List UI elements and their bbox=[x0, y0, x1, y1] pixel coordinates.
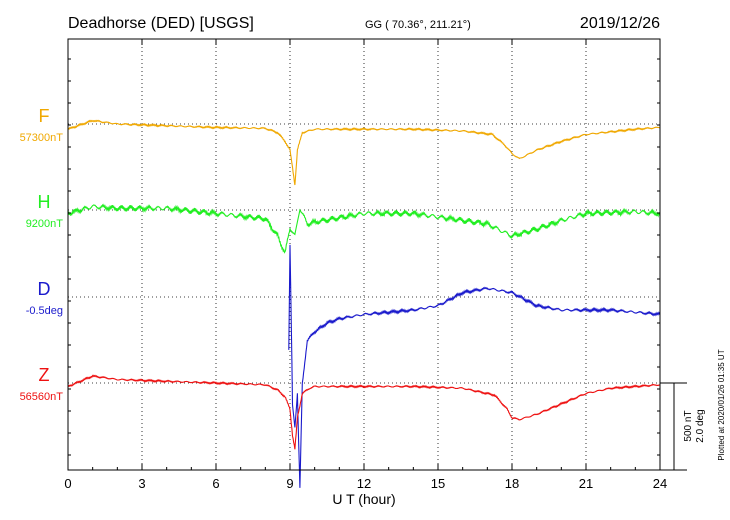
chart-title: Deadhorse (DED) [USGS] bbox=[68, 15, 254, 32]
x-tick-label-18: 18 bbox=[505, 476, 519, 491]
series-baseline-F: 57300nT bbox=[20, 132, 64, 144]
station-coordinates: GG ( 70.36°, 211.21°) bbox=[365, 19, 471, 31]
series-baseline-H: 9200nT bbox=[26, 218, 64, 230]
x-tick-label-15: 15 bbox=[431, 476, 445, 491]
x-tick-label-6: 6 bbox=[212, 476, 219, 491]
series-line-F bbox=[67, 119, 661, 186]
series-name-Z: Z bbox=[39, 365, 50, 385]
x-axis-label: U T (hour) bbox=[332, 491, 395, 507]
x-tick-label-12: 12 bbox=[357, 476, 371, 491]
x-tick-label-21: 21 bbox=[579, 476, 593, 491]
series-name-D: D bbox=[38, 279, 51, 299]
x-tick-label-0: 0 bbox=[64, 476, 71, 491]
series-line-H bbox=[67, 203, 661, 254]
grid-lines bbox=[68, 39, 660, 470]
series-layer: F 57300nT H 9200nT D -0.5deg Z 56560nT bbox=[20, 106, 661, 488]
plotted-timestamp: Plotted at 2020/01/26 01:35 UT bbox=[717, 349, 726, 460]
series-name-H: H bbox=[38, 192, 51, 212]
chart-date: 2019/12/26 bbox=[580, 15, 660, 32]
scale-bar: 500 nT 2.0 deg bbox=[660, 382, 706, 471]
series-line-D bbox=[288, 244, 661, 488]
x-tick-label-9: 9 bbox=[286, 476, 293, 491]
series-baseline-D: -0.5deg bbox=[26, 305, 63, 317]
x-tick-label-3: 3 bbox=[138, 476, 145, 491]
scale-bar-nt-label: 500 nT bbox=[683, 410, 694, 441]
x-axis-ticks: 0 3 6 9 12 15 18 21 24 bbox=[64, 39, 667, 491]
x-tick-label-24: 24 bbox=[653, 476, 667, 491]
series-name-F: F bbox=[39, 106, 50, 126]
series-line-Z bbox=[67, 374, 661, 450]
scale-bar-deg-label: 2.0 deg bbox=[695, 409, 706, 442]
series-baseline-Z: 56560nT bbox=[20, 391, 64, 403]
